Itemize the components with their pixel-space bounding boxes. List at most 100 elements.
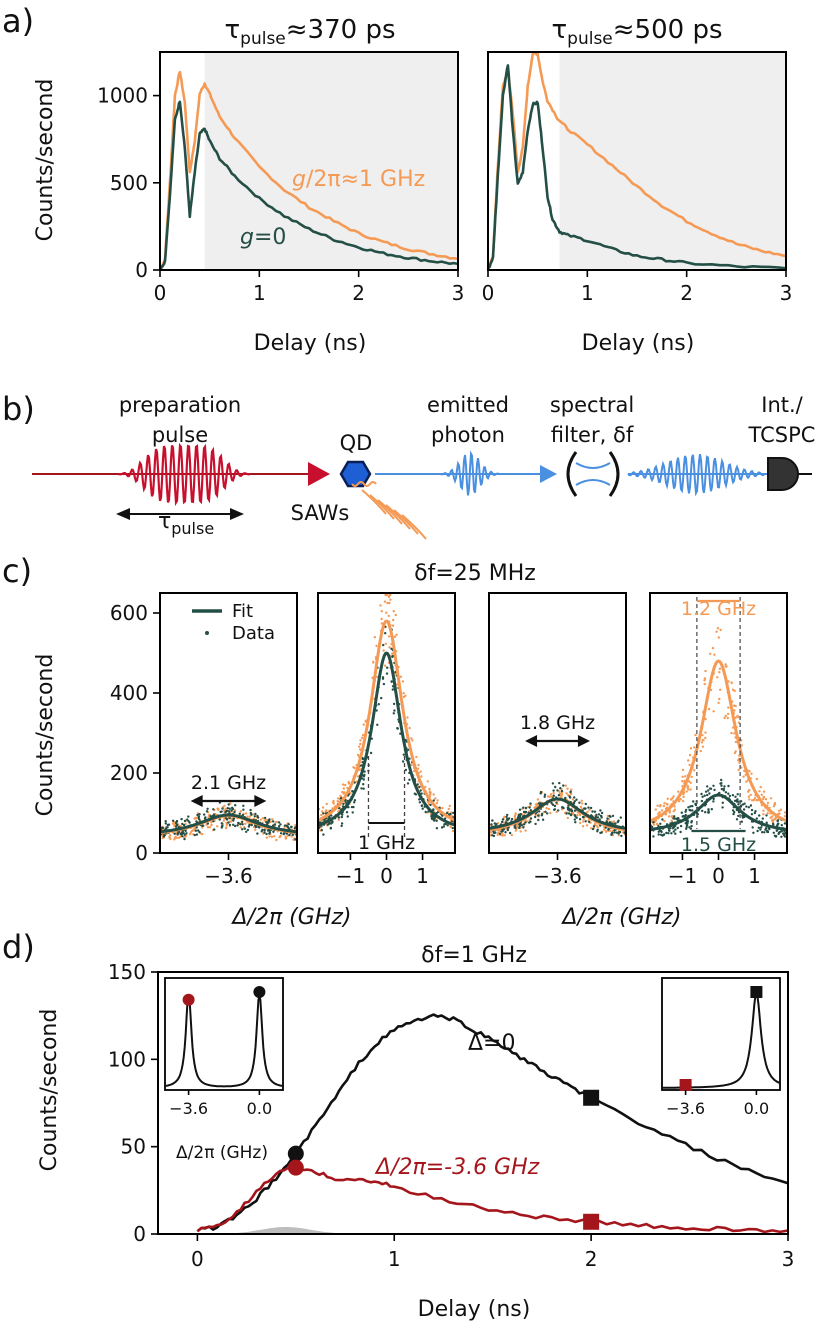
data-point — [390, 680, 393, 683]
data-point — [752, 831, 755, 834]
data-point — [434, 797, 437, 800]
data-point — [546, 795, 550, 798]
marker-circle — [287, 1159, 304, 1176]
data-point — [661, 818, 664, 821]
panel-c: δf=25 MHz Counts/second −3.6 2.1 GHz 0 200 4… — [33, 561, 788, 930]
data-point — [559, 787, 562, 790]
data-point — [731, 688, 735, 691]
data-point — [519, 823, 522, 826]
data-point — [748, 788, 751, 792]
data-point — [210, 823, 213, 827]
arrowhead — [254, 795, 267, 807]
data-point — [502, 828, 506, 831]
data-point — [662, 833, 666, 836]
data-point — [208, 826, 212, 829]
data-point — [518, 808, 522, 811]
data-point — [662, 804, 666, 808]
data-point — [779, 808, 783, 811]
data-point — [336, 797, 340, 800]
data-point — [184, 835, 187, 838]
data-point — [557, 809, 560, 812]
data-point — [275, 838, 278, 842]
data-point — [424, 810, 427, 814]
data-point — [751, 799, 754, 802]
data-point — [174, 835, 177, 838]
data-point — [359, 742, 362, 746]
data-point — [167, 823, 171, 826]
data-point — [433, 819, 436, 822]
data-point — [435, 827, 439, 830]
data-point — [380, 617, 383, 621]
data-point — [424, 785, 427, 789]
data-point — [392, 702, 396, 706]
data-point — [663, 819, 666, 823]
data-point — [501, 818, 505, 821]
data-point — [435, 819, 438, 822]
data-point — [193, 833, 196, 837]
a2-plot: 0 1 2 3 — [482, 51, 792, 305]
data-point — [500, 830, 503, 833]
data-point — [242, 804, 245, 807]
prep-pulse-label-2: pulse — [152, 423, 208, 447]
data-point — [383, 600, 387, 603]
filter-label-2: filter, δf — [551, 423, 634, 447]
data-point — [673, 817, 676, 820]
data-point — [734, 750, 737, 753]
data-point — [432, 808, 435, 811]
data-point — [658, 811, 661, 814]
data-point — [612, 820, 616, 823]
data-point — [584, 807, 587, 810]
data-point — [263, 828, 266, 832]
data-point — [709, 652, 712, 655]
data-point — [388, 646, 391, 649]
data-point — [234, 824, 237, 828]
series-green — [158, 100, 459, 271]
axes-frame — [487, 51, 787, 271]
data-point — [712, 784, 715, 787]
data-point — [595, 813, 598, 816]
data-point — [236, 824, 239, 827]
prep-pulse-label-1: preparation — [119, 393, 241, 417]
data-point — [552, 789, 555, 792]
data-point — [684, 810, 687, 813]
data-point — [713, 788, 716, 792]
c-xlabel-left: Δ/2π (GHz) — [230, 905, 351, 930]
data-point — [507, 817, 511, 820]
emitted-label-2: photon — [431, 423, 505, 447]
x-tick-label: 3 — [452, 281, 465, 305]
data-point — [763, 831, 766, 834]
data-point — [362, 723, 365, 726]
data-point — [325, 802, 328, 806]
data-point — [734, 740, 738, 744]
data-point — [679, 830, 682, 834]
data-point — [700, 792, 703, 796]
x-tick-label: −3.6 — [204, 864, 253, 888]
data-point — [240, 820, 244, 823]
data-point — [534, 815, 537, 819]
x-tick-label: 1 — [253, 281, 266, 305]
data-point — [748, 798, 751, 801]
data-point — [766, 812, 769, 815]
data-point — [701, 795, 704, 798]
data-point — [691, 804, 694, 808]
data-point — [567, 812, 571, 815]
marker-circle — [287, 1145, 304, 1162]
data-point — [704, 717, 707, 721]
data-point — [330, 814, 333, 817]
data-point — [218, 818, 221, 821]
data-point — [718, 671, 721, 674]
data-point — [582, 817, 586, 821]
y-tick-label: 1000 — [97, 84, 148, 108]
data-point — [700, 799, 704, 803]
data-point — [682, 795, 685, 799]
legend-fit-label: Fit — [232, 601, 253, 622]
data-point — [177, 836, 181, 839]
data-point — [322, 833, 325, 836]
data-point — [391, 688, 394, 691]
data-point — [749, 804, 753, 807]
data-point — [672, 795, 675, 798]
data-point — [591, 810, 594, 813]
data-point — [369, 751, 373, 755]
x-tick-label: 1 — [748, 864, 761, 888]
data-point — [701, 734, 704, 737]
